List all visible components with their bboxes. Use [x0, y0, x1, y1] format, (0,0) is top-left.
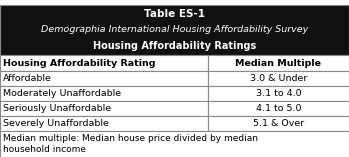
Text: 3.1 to 4.0: 3.1 to 4.0: [255, 89, 301, 98]
Text: Seriously Unaffordable: Seriously Unaffordable: [3, 104, 111, 113]
Text: household income: household income: [3, 145, 86, 154]
Text: 3.0 & Under: 3.0 & Under: [250, 74, 307, 83]
Text: Housing Affordability Rating: Housing Affordability Rating: [3, 59, 155, 68]
Text: 4.1 to 5.0: 4.1 to 5.0: [255, 104, 301, 113]
Bar: [208, 55, 349, 71]
Bar: [208, 116, 349, 131]
Text: Median Multiple: Median Multiple: [235, 59, 321, 68]
Text: Demographia International Housing Affordability Survey: Demographia International Housing Afford…: [41, 24, 308, 33]
Bar: [0, 71, 208, 86]
Text: Median multiple: Median house price divided by median: Median multiple: Median house price divi…: [3, 134, 258, 143]
Bar: [208, 86, 349, 101]
Text: Housing Affordability Ratings: Housing Affordability Ratings: [93, 41, 256, 51]
Text: Table ES-1: Table ES-1: [144, 9, 205, 19]
Bar: [0, 5, 349, 55]
Bar: [208, 71, 349, 86]
Bar: [0, 101, 208, 116]
Text: Affordable: Affordable: [3, 74, 52, 83]
Bar: [0, 55, 208, 71]
Bar: [0, 86, 208, 101]
Bar: [0, 131, 349, 157]
Bar: [208, 101, 349, 116]
Text: Severely Unaffordable: Severely Unaffordable: [3, 119, 109, 128]
Bar: [0, 116, 208, 131]
Text: 5.1 & Over: 5.1 & Over: [253, 119, 304, 128]
Text: Moderately Unaffordable: Moderately Unaffordable: [3, 89, 121, 98]
